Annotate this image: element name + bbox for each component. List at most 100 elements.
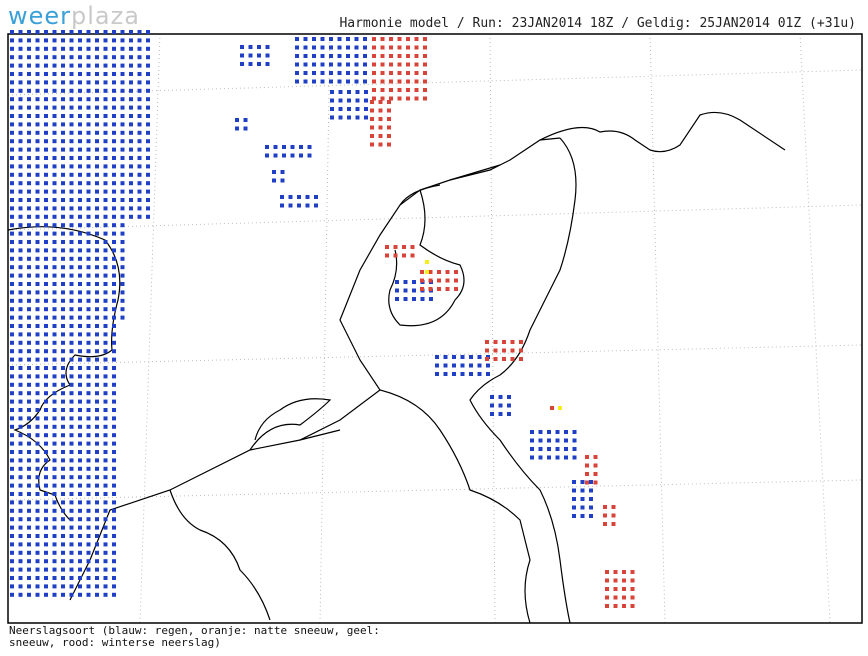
precipitation-cell (378, 125, 383, 130)
precipitation-cell (146, 156, 150, 160)
precipitation-cell (112, 424, 116, 429)
precipitation-cell (420, 287, 424, 291)
precipitation-cell (18, 382, 23, 387)
precipitation-cell (78, 307, 82, 312)
precipitation-cell (18, 181, 23, 186)
precipitation-cell (425, 270, 429, 274)
precipitation-cell (103, 282, 108, 286)
precipitation-cell (572, 514, 576, 518)
precipitation-cell (18, 130, 23, 135)
precipitation-cell (35, 265, 40, 270)
precipitation-cell (406, 88, 410, 92)
precipitation-cell (10, 340, 14, 345)
precipitation-cell (337, 37, 342, 41)
precipitation-cell (86, 80, 91, 85)
precipitation-cell (18, 172, 23, 177)
precipitation-cell (10, 114, 14, 118)
precipitation-cell (69, 38, 74, 43)
precipitation-cell (52, 584, 57, 589)
precipitation-cell (44, 72, 48, 76)
precipitation-cell (622, 570, 626, 574)
precipitation-cell (10, 349, 14, 354)
precipitation-cell (61, 256, 65, 261)
precipitation-cell (61, 374, 65, 379)
precipitation-cell (10, 55, 14, 60)
precipitation-cell (120, 172, 125, 177)
precipitation-cell (303, 71, 308, 75)
precipitation-cell (385, 245, 389, 249)
precipitation-cell (112, 130, 116, 135)
precipitation-cell (10, 63, 14, 68)
precipitation-cell (86, 63, 91, 68)
precipitation-cell (10, 492, 14, 496)
precipitation-cell (35, 231, 40, 236)
precipitation-cell (502, 340, 506, 344)
precipitation-cell (69, 189, 74, 194)
precipitation-cell (354, 54, 359, 58)
precipitation-cell (44, 508, 48, 513)
precipitation-cell (18, 46, 23, 51)
precipitation-cell (27, 181, 31, 186)
precipitation-cell (78, 290, 82, 295)
precipitation-cell (103, 424, 108, 429)
precipitation-cell (27, 391, 31, 396)
precipitation-cell (414, 54, 419, 58)
precipitation-cell (18, 63, 23, 68)
precipitation-cell (18, 265, 23, 270)
precipitation-cell (485, 340, 489, 344)
precipitation-cell (120, 189, 125, 194)
precipitation-cell (297, 203, 301, 208)
precipitation-cell (61, 424, 65, 429)
precipitation-cell (35, 290, 40, 295)
precipitation-cell (112, 466, 116, 471)
precipitation-cell (10, 130, 14, 135)
precipitation-cell (44, 424, 48, 429)
precipitation-cell (120, 80, 125, 85)
precipitation-cell (27, 139, 31, 144)
precipitation-cell (129, 198, 133, 202)
precipitation-cell (27, 382, 31, 387)
precipitation-cell (329, 71, 333, 75)
precipitation-cell (69, 231, 74, 236)
precipitation-cell (27, 130, 31, 135)
precipitation-cell (420, 278, 424, 283)
precipitation-cell (52, 80, 57, 85)
precipitation-cell (120, 130, 125, 135)
precipitation-cell (18, 231, 23, 236)
precipitation-cell (120, 164, 125, 169)
precipitation-cell (414, 79, 419, 84)
precipitation-cell (61, 156, 65, 160)
precipitation-cell (129, 46, 133, 51)
precipitation-cell (146, 72, 150, 76)
precipitation-cell (86, 441, 91, 446)
precipitation-cell (44, 156, 48, 160)
precipitation-cell (69, 164, 74, 169)
precipitation-cell (61, 231, 65, 236)
precipitation-cell (547, 455, 551, 460)
precipitation-cell (27, 408, 31, 412)
precipitation-cell (146, 172, 150, 177)
precipitation-cell (10, 105, 14, 110)
precipitation-cell (372, 96, 376, 101)
precipitation-cell (69, 282, 74, 286)
precipitation-cell (69, 408, 74, 412)
precipitation-cell (103, 391, 108, 396)
precipitation-cell (437, 287, 441, 291)
precipitation-cell (280, 203, 284, 208)
precipitation-cell (78, 240, 82, 244)
precipitation-cell (530, 430, 534, 434)
precipitation-cell (18, 567, 23, 572)
precipitation-cell (27, 55, 31, 60)
precipitation-cell (265, 45, 270, 49)
precipitation-cell (35, 584, 40, 589)
precipitation-cell (112, 349, 116, 354)
precipitation-cell (35, 55, 40, 60)
precipitation-cell (435, 355, 439, 359)
precipitation-cell (86, 231, 91, 236)
precipitation-cell (95, 38, 99, 43)
precipitation-cell (354, 62, 359, 67)
precipitation-cell (555, 430, 560, 434)
precipitation-cell (103, 156, 108, 160)
precipitation-cell (530, 447, 534, 451)
precipitation-cell (103, 458, 108, 463)
